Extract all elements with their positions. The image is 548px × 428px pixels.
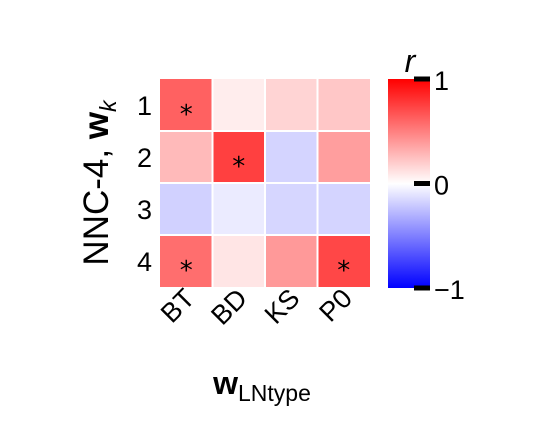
y-tick-labels: 1 2 3 4 — [137, 91, 152, 277]
y-tick-label: 1 — [137, 91, 152, 121]
heatmap-cell-3-BT — [160, 184, 212, 234]
x-axis-label: wLNtype — [212, 365, 311, 406]
heatmap-cell-2-BT — [160, 132, 212, 182]
heatmap-cell-4-P0 — [318, 236, 370, 287]
heatmap-cell-1-KS — [266, 79, 317, 130]
colorbar-tick-label: 1 — [434, 66, 449, 96]
x-axis-label-main: w — [212, 365, 238, 401]
x-tick-label: BD — [205, 283, 253, 331]
significance-markers: * * * * — [180, 100, 351, 286]
heatmap-cell-2-BD — [213, 132, 264, 182]
y-axis-label-subscript: k — [95, 99, 121, 112]
colorbar-title: r — [405, 43, 417, 79]
heatmap-cell-2-P0 — [318, 132, 370, 182]
heatmap-cell-3-BD — [213, 184, 264, 234]
colorbar-ticks: 1 0 −1 — [414, 66, 465, 305]
significance-star: * — [180, 100, 193, 130]
y-axis-label-main: NNC-4, — [77, 139, 116, 265]
heatmap-cells — [160, 79, 370, 287]
colorbar-tick-label: −1 — [434, 275, 465, 305]
heatmap-cell-1-P0 — [318, 79, 370, 130]
y-tick-label: 4 — [137, 247, 152, 277]
y-tick-label: 2 — [137, 143, 152, 173]
x-tick-label: BT — [155, 283, 201, 329]
significance-star: * — [232, 152, 245, 182]
x-tick-labels: BT BD KS P0 — [155, 283, 358, 331]
x-axis-label-subscript: LNtype — [238, 380, 311, 406]
heatmap-cell-1-BD — [213, 79, 264, 130]
heatmap-cell-3-P0 — [318, 184, 370, 234]
x-tick-label: P0 — [313, 283, 358, 328]
heatmap-cell-3-KS — [266, 184, 317, 234]
heatmap-cell-4-BD — [213, 236, 264, 287]
heatmap-cell-4-BT — [160, 236, 212, 287]
y-axis-label-bold: w — [77, 111, 116, 140]
y-tick-label: 3 — [137, 195, 152, 225]
significance-star: * — [180, 256, 193, 286]
colorbar-tick-label: 0 — [434, 171, 449, 201]
x-tick-label: KS — [259, 283, 306, 330]
heatmap-cell-1-BT — [160, 79, 212, 130]
heatmap-cell-2-KS — [266, 132, 317, 182]
heatmap-cell-4-KS — [266, 236, 317, 287]
significance-star: * — [337, 256, 350, 286]
y-axis-label: NNC-4, wk — [77, 99, 121, 266]
